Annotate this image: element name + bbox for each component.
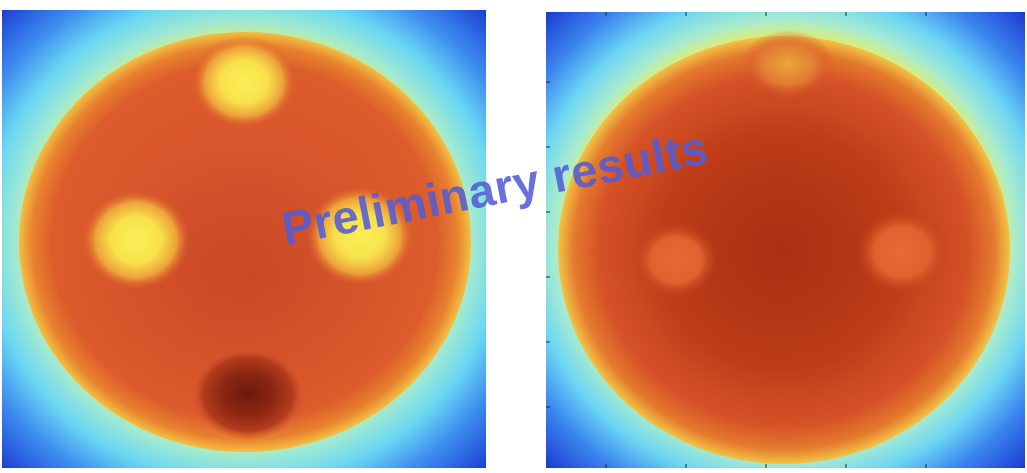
left-inclusion-right	[306, 186, 414, 286]
right-heatmap-panel	[546, 12, 1025, 468]
left-heatmap-image	[2, 10, 486, 468]
left-inclusion-bottom-dark	[192, 348, 304, 440]
left-inclusion-top	[192, 36, 296, 128]
right-heatmap-image	[546, 12, 1025, 468]
right-axis-ticks	[546, 12, 927, 468]
left-heatmap-panel	[2, 10, 486, 468]
right-inclusion-right	[856, 210, 948, 294]
left-inclusion-left	[82, 190, 190, 290]
right-inclusion-left	[634, 222, 718, 298]
right-inclusion-top	[742, 30, 834, 98]
right-disc-shading	[628, 102, 928, 402]
